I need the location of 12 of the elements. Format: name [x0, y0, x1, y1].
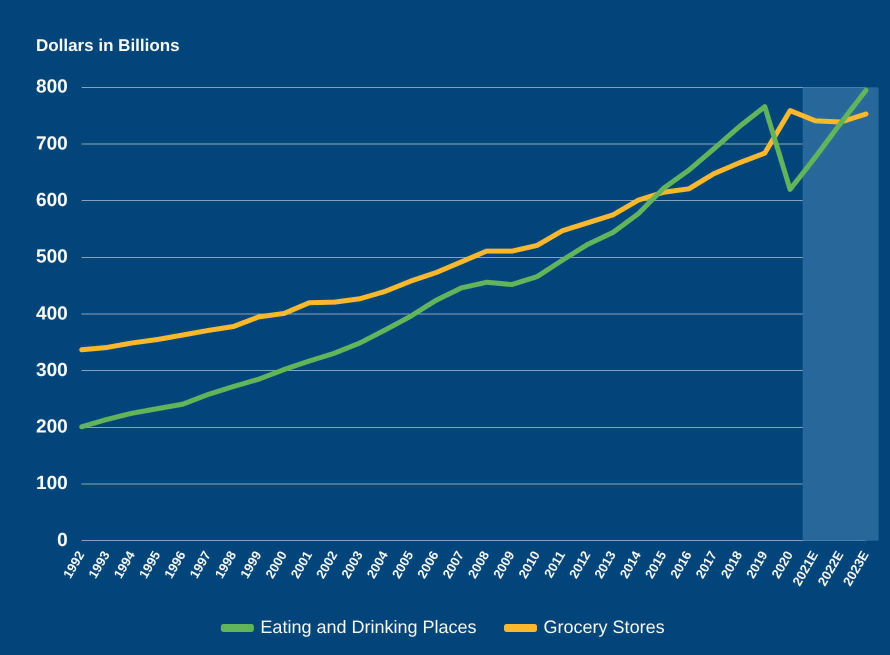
y-tick-label: 700	[36, 133, 68, 154]
legend-label: Eating and Drinking Places	[260, 616, 477, 637]
y-tick-label: 400	[36, 303, 68, 324]
y-tick-label: 100	[36, 473, 68, 494]
y-axis-title: Dollars in Billions	[36, 36, 180, 56]
y-tick-label: 0	[57, 530, 68, 551]
y-tick-label: 300	[36, 360, 68, 381]
y-tick-label: 800	[36, 76, 68, 98]
y-tick-label: 200	[36, 416, 68, 438]
y-tick-label: 500	[36, 246, 68, 268]
y-tick-label: 600	[36, 190, 68, 211]
legend-label: Grocery Stores	[544, 616, 665, 637]
